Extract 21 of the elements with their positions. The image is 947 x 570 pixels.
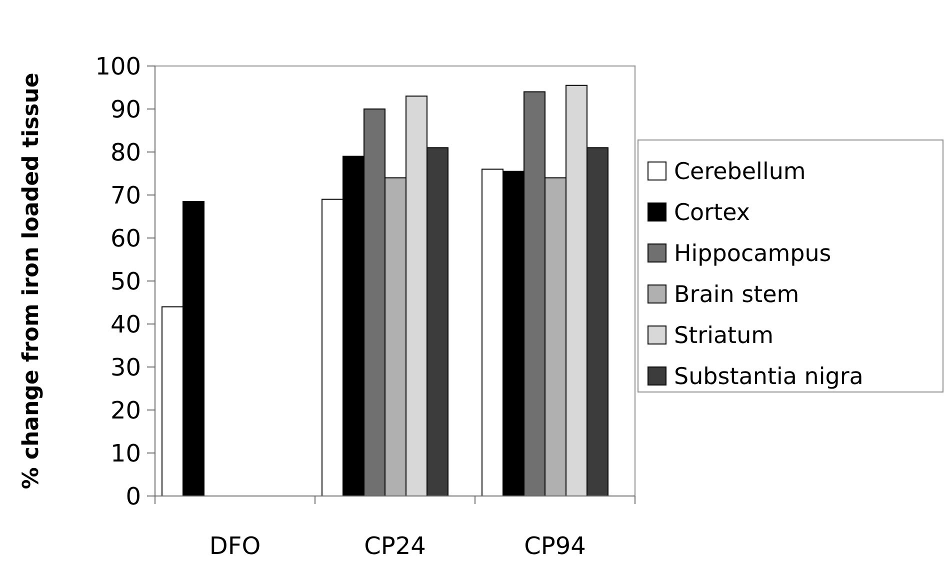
legend-label: Striatum <box>674 323 774 350</box>
y-tick-label: 10 <box>110 439 141 468</box>
y-tick-label: 60 <box>110 224 141 252</box>
y-tick-label: 100 <box>95 52 141 80</box>
legend-label: Substantia nigra <box>674 364 864 390</box>
y-tick-label: 80 <box>110 138 141 166</box>
x-tick-label: CP94 <box>524 532 586 560</box>
y-tick-label: 30 <box>110 353 141 382</box>
legend-label: Brain stem <box>674 282 800 308</box>
legend-label: Hippocampus <box>674 241 832 268</box>
y-tick-label: 0 <box>126 482 141 510</box>
y-tick-label: 50 <box>110 267 141 296</box>
y-tick-label: 90 <box>110 95 141 124</box>
x-tick-label: CP24 <box>364 532 426 560</box>
y-tick-label: 20 <box>110 396 141 424</box>
y-tick-label: 40 <box>110 310 141 338</box>
legend-label: Cerebellum <box>674 159 806 186</box>
y-tick-label: 70 <box>110 181 141 210</box>
y-axis-title: % change from iron loaded tissue <box>19 72 44 490</box>
x-tick-label: DFO <box>209 532 261 560</box>
legend-label: Cortex <box>674 200 750 226</box>
